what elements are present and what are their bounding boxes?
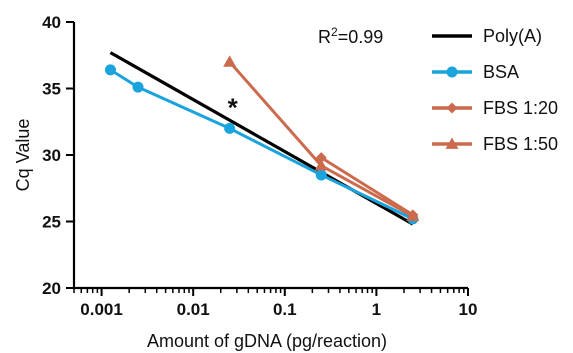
legend-item-fbs-1-50: FBS 1:50 xyxy=(432,134,558,154)
legend: Poly(A) BSA FBS 1:20 FBS 1:50 xyxy=(432,26,558,154)
data-point-bsa xyxy=(224,122,236,134)
series-line-fbs-1-20 xyxy=(320,156,414,217)
r-squared-annotation: R2=0.99 xyxy=(318,25,383,47)
legend-item-poly-a: Poly(A) xyxy=(432,26,542,46)
series-line-fbs-1-50 xyxy=(228,60,414,218)
legend-item-fbs-1-20: FBS 1:20 xyxy=(432,98,558,118)
legend-label-bsa: BSA xyxy=(483,62,519,82)
y-tick-label: 35 xyxy=(42,80,61,99)
x-tick-label: 0.001 xyxy=(80,300,123,319)
data-point-fbs-1-50 xyxy=(314,159,328,171)
x-tick-label: 1 xyxy=(372,300,381,319)
legend-marker-fbs-1-20 xyxy=(446,102,458,114)
x-tick-label: 0.1 xyxy=(273,300,297,319)
series-bsa xyxy=(104,64,419,225)
x-tick-label: 10 xyxy=(459,300,478,319)
data-point-bsa xyxy=(315,169,327,181)
series-fbs-1-50 xyxy=(223,55,420,222)
data-point-bsa xyxy=(104,64,116,76)
legend-label-poly-a: Poly(A) xyxy=(483,26,542,46)
legend-item-bsa: BSA xyxy=(432,62,519,82)
data-point-bsa xyxy=(132,81,144,93)
y-axis-title: Cq Value xyxy=(13,119,33,192)
axes: 20 25 30 35 40 0.001 0.01 0.1 1 10 Amount of gDNA … xyxy=(13,13,477,351)
legend-marker-fbs-1-50 xyxy=(445,137,459,149)
data-point-fbs-1-50 xyxy=(223,55,237,67)
significance-asterisk: * xyxy=(228,92,239,122)
data-point-fbs-1-50 xyxy=(406,209,420,222)
y-tick-label: 25 xyxy=(42,213,61,232)
series-layer xyxy=(104,51,420,226)
x-tick-label: 0.01 xyxy=(177,300,210,319)
legend-marker-bsa xyxy=(446,66,458,78)
y-tick-label: 40 xyxy=(42,13,61,32)
y-tick-label: 30 xyxy=(42,146,61,165)
y-tick-label: 20 xyxy=(42,279,61,298)
legend-label-fbs-1-20: FBS 1:20 xyxy=(483,98,558,118)
legend-label-fbs-1-50: FBS 1:50 xyxy=(483,134,558,154)
annotation-layer: R2=0.99 * xyxy=(228,25,384,122)
series-line-bsa xyxy=(109,68,414,221)
x-axis-title: Amount of gDNA (pg/reaction) xyxy=(147,331,387,351)
